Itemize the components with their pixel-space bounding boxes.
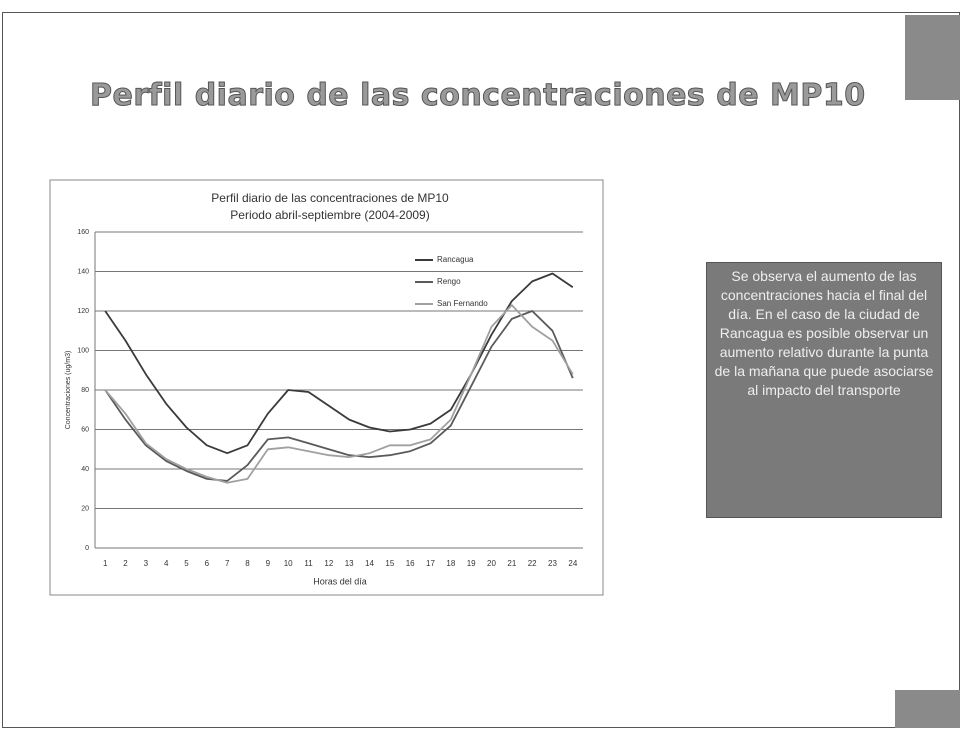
x-tick-label: 4 <box>164 559 169 568</box>
x-tick-label: 5 <box>184 559 189 568</box>
slide-title: Perfil diario de las concentraciones de … <box>90 78 866 114</box>
x-tick-label: 21 <box>507 559 516 568</box>
x-axis-label: Horas del día <box>313 576 367 586</box>
x-tick-label: 8 <box>245 559 250 568</box>
x-tick-label: 23 <box>548 559 557 568</box>
x-tick-label: 1 <box>103 559 108 568</box>
series-line <box>104 304 574 484</box>
x-tick-label: 15 <box>385 559 394 568</box>
deco-square <box>895 690 960 728</box>
slide <box>2 12 960 728</box>
x-tick-label: 18 <box>446 559 455 568</box>
x-tick-label: 6 <box>205 559 210 568</box>
series-line <box>104 310 574 482</box>
x-tick-label: 9 <box>266 559 271 568</box>
y-tick-label: 60 <box>81 426 89 433</box>
x-tick-label: 7 <box>225 559 230 568</box>
deco-square <box>905 15 960 100</box>
series-line <box>104 272 574 455</box>
chart-subtitle: Periodo abril-septiembre (2004-2009) <box>230 208 429 222</box>
y-tick-label: 160 <box>77 229 89 236</box>
x-tick-label: 19 <box>467 559 476 568</box>
y-tick-label: 0 <box>85 545 89 552</box>
x-tick-label: 3 <box>144 559 149 568</box>
chart-title: Perfil diario de las concentraciones de … <box>211 191 449 205</box>
legend-label: Rancagua <box>437 255 474 264</box>
y-tick-label: 140 <box>77 268 89 275</box>
x-tick-label: 22 <box>528 559 537 568</box>
y-tick-label: 80 <box>81 387 89 394</box>
note-box: Se observa el aumento de las concentraci… <box>706 262 942 518</box>
x-tick-label: 17 <box>426 559 435 568</box>
chart-frame <box>49 179 604 596</box>
x-tick-label: 14 <box>365 559 374 568</box>
y-tick-label: 20 <box>81 505 89 512</box>
x-tick-label: 13 <box>345 559 354 568</box>
x-tick-label: 16 <box>406 559 415 568</box>
x-tick-label: 11 <box>304 559 313 568</box>
x-tick-label: 10 <box>284 559 293 568</box>
x-tick-label: 12 <box>324 559 333 568</box>
legend-label: Rengo <box>437 277 461 286</box>
y-tick-label: 100 <box>77 347 89 354</box>
x-tick-label: 2 <box>123 559 128 568</box>
y-tick-label: 120 <box>77 308 89 315</box>
x-tick-label: 24 <box>568 559 577 568</box>
legend-label: San Fernando <box>437 299 488 308</box>
y-tick-label: 40 <box>81 466 89 473</box>
y-axis-label: Concentraciones (ug/m3) <box>65 351 72 430</box>
x-tick-label: 20 <box>487 559 496 568</box>
